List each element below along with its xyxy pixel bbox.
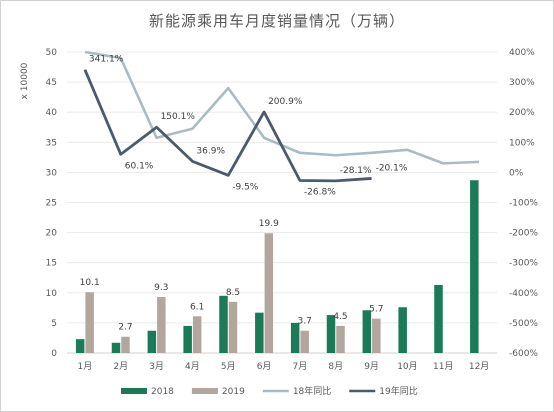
y2-tick-label: 100%	[509, 138, 535, 148]
bar-data-label: 6.1	[190, 302, 204, 312]
y2-tick-label: 300%	[509, 78, 535, 88]
bar-2018	[75, 339, 85, 353]
bar-data-label: 4.5	[333, 312, 347, 322]
y2-tick-label: -300%	[509, 259, 538, 269]
x-tick-label: 8月	[328, 361, 343, 372]
y-tick-label: 35	[46, 138, 57, 148]
bar-2018	[362, 310, 372, 353]
label-layer: 10.1 2.7 9.3 6.1 8.5 19.9 3.7 4.5 5.7 341.1% 60.1%…	[80, 55, 408, 333]
bar-2019	[300, 330, 309, 353]
y2-tick-label: 400%	[509, 48, 535, 58]
x-tick-label: 4月	[185, 361, 200, 372]
legend-swatch	[121, 388, 147, 394]
legend-label: 2018	[151, 387, 174, 397]
bar-2018	[255, 312, 264, 353]
bar-2019	[336, 325, 345, 353]
bar-data-label: 2.7	[118, 323, 132, 333]
y2-tick-label: -500%	[509, 319, 538, 329]
line-data-label: 36.9%	[196, 146, 225, 156]
line-data-label: 341.1%	[89, 55, 124, 65]
y2-tick-label: 200%	[509, 108, 535, 118]
bar-2019	[192, 316, 202, 353]
y-tick-label: 10	[46, 289, 58, 299]
x-tick-label: 1月	[78, 361, 93, 372]
legend-swatch	[191, 388, 218, 394]
chart-title: 新能源乘用车月度销量情况（万辆）	[149, 12, 405, 30]
y-tick-label: 20	[46, 229, 58, 239]
y-tick-label: 30	[46, 168, 58, 178]
x-tick-label: 6月	[257, 361, 272, 372]
x-tick-label: 7月	[293, 361, 308, 372]
x-tick-label: 5月	[221, 361, 236, 372]
bar-2019	[228, 301, 238, 353]
bar-2019	[157, 297, 166, 353]
line-data-label: -20.1%	[376, 163, 408, 173]
line-data-label: 200.9%	[268, 97, 303, 107]
grid-layer	[67, 51, 497, 324]
bar-2018	[147, 330, 157, 353]
bar-2018	[434, 284, 443, 353]
line-19年同比	[83, 69, 372, 183]
bar-2019	[121, 336, 130, 353]
y-axis-label: x 10000	[20, 62, 30, 99]
bar-2018	[398, 307, 407, 353]
bar-data-label: 10.1	[80, 278, 100, 288]
line-layer	[83, 50, 480, 183]
bar-2018	[111, 342, 121, 353]
y2-tick-label: -400%	[509, 289, 538, 299]
y-tick-label: 0	[51, 349, 57, 359]
x-tick-label: 3月	[149, 361, 164, 372]
line-data-label: -28.1%	[340, 166, 372, 176]
legend-label: 2019	[222, 387, 245, 397]
y-tick-label: 40	[46, 108, 58, 118]
y2-tick-label: -200%	[509, 229, 538, 239]
x-tick-label: 2月	[113, 361, 128, 372]
bar-data-label: 9.3	[154, 283, 168, 293]
bar-data-label: 3.7	[298, 317, 312, 327]
bar-2019	[85, 292, 94, 353]
x-tick-label: 11月	[433, 361, 453, 372]
line-data-label: -9.5%	[232, 182, 259, 192]
x-tick-label: 10月	[397, 361, 417, 372]
bar-2019	[264, 233, 274, 353]
legend: 2018 2019 18年同比 19年同比	[121, 385, 418, 397]
line-data-label: -26.8%	[304, 187, 336, 197]
axis-layer: 0 5 10 15 20 25 30 35 40 45 50 -600% -500% -400% -300%…	[46, 48, 539, 372]
y2-tick-label: 0%	[509, 168, 524, 178]
y2-tick-label: -600%	[509, 349, 538, 359]
bar-2018	[219, 295, 228, 353]
bar-2018	[290, 322, 300, 353]
bar-layer	[75, 180, 479, 353]
line-data-label: 150.1%	[161, 112, 196, 122]
y-tick-label: 50	[46, 48, 58, 58]
y-tick-label: 45	[46, 78, 57, 88]
bar-2018	[183, 325, 192, 353]
bar-2018	[470, 180, 479, 353]
y2-tick-label: -100%	[509, 199, 538, 209]
y-tick-label: 25	[46, 199, 57, 209]
y-tick-label: 15	[46, 259, 57, 269]
legend-label: 18年同比	[293, 385, 331, 397]
bar-2019	[372, 318, 381, 353]
line-data-label: 60.1%	[125, 161, 154, 171]
x-tick-label: 12月	[469, 361, 489, 372]
legend-label: 19年同比	[379, 385, 417, 397]
x-tick-label: 9月	[364, 361, 379, 372]
bar-data-label: 8.5	[226, 288, 240, 298]
bar-2018	[326, 315, 336, 353]
bar-data-label: 5.7	[369, 305, 383, 315]
bar-data-label: 19.9	[259, 219, 279, 229]
y-tick-label: 5	[51, 319, 57, 329]
